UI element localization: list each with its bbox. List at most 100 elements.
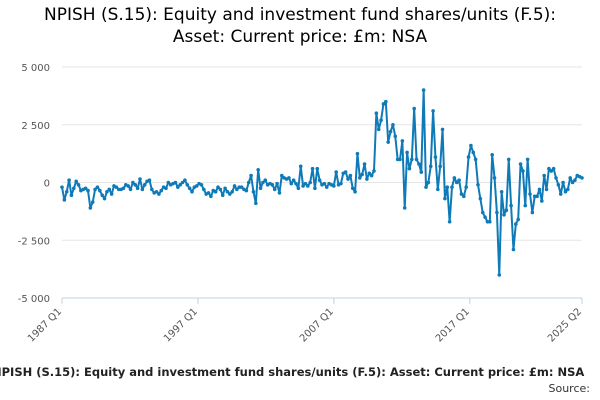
data-point: [306, 184, 310, 188]
data-point: [93, 187, 97, 192]
data-point: [176, 185, 180, 189]
data-point: [391, 122, 395, 127]
data-point: [69, 193, 74, 198]
data-point: [235, 187, 239, 192]
data-point: [561, 180, 565, 185]
data-point: [88, 206, 93, 210]
data-point: [348, 173, 353, 178]
data-point: [187, 186, 192, 191]
data-point: [558, 192, 563, 196]
data-point: [194, 184, 199, 188]
data-point: [454, 180, 459, 185]
data-point: [478, 196, 483, 201]
data-point: [563, 189, 568, 194]
data-point: [530, 210, 535, 215]
data-point: [405, 150, 409, 155]
data-point: [102, 196, 107, 201]
data-point: [511, 247, 516, 252]
data-point: [473, 157, 478, 162]
data-point: [62, 198, 67, 202]
data-point: [480, 210, 485, 215]
data-point: [580, 176, 584, 180]
data-point: [535, 194, 539, 199]
data-point: [277, 191, 282, 195]
data-point: [428, 164, 433, 169]
data-point: [568, 176, 572, 180]
data-point: [525, 157, 530, 162]
data-point: [223, 186, 227, 191]
data-point: [251, 189, 256, 194]
data-point: [263, 178, 268, 182]
data-point: [131, 180, 135, 185]
data-point: [339, 181, 343, 186]
data-point: [433, 155, 438, 159]
data-point: [523, 203, 528, 208]
data-point: [261, 180, 265, 185]
chart-title-line-1: NPISH (S.15): Equity and investment fund…: [43, 5, 557, 25]
data-point: [275, 181, 279, 186]
data-point: [369, 173, 374, 178]
data-point: [457, 178, 461, 182]
data-point: [355, 151, 360, 156]
data-point: [419, 170, 424, 174]
data-point: [256, 167, 260, 172]
data-point: [270, 183, 275, 187]
data-point: [424, 185, 428, 189]
data-point: [372, 169, 376, 173]
data-point: [199, 183, 204, 187]
x-tick-label: 2007 Q1: [298, 306, 336, 344]
data-point: [476, 183, 480, 187]
data-point: [254, 201, 258, 206]
data-point: [412, 106, 416, 111]
data-point: [417, 162, 421, 166]
data-point: [164, 186, 168, 191]
data-point: [343, 170, 348, 174]
data-point: [202, 187, 206, 192]
data-point: [488, 219, 492, 224]
data-point: [438, 164, 442, 169]
data-point: [360, 172, 364, 177]
chart-title: NPISH (S.15): Equity and investment fund…: [0, 4, 600, 48]
data-point: [414, 157, 419, 162]
data-point: [287, 176, 291, 180]
data-point: [135, 186, 140, 191]
data-point: [573, 178, 577, 182]
data-point: [384, 99, 388, 104]
data-point: [239, 185, 244, 189]
data-point: [244, 188, 249, 193]
y-tick-label: 5 000: [21, 63, 50, 74]
data-point: [450, 185, 454, 189]
data-point: [464, 185, 468, 189]
data-point: [183, 178, 187, 182]
data-point: [72, 186, 76, 191]
data-point: [230, 189, 234, 194]
x-tick-label: 1997 Q1: [162, 306, 200, 344]
x-tick-label: 2017 Q1: [434, 306, 472, 344]
data-point: [150, 187, 154, 192]
data-point: [147, 178, 152, 182]
data-point: [140, 187, 145, 192]
data-point: [246, 180, 251, 185]
data-point: [190, 189, 194, 194]
data-point: [547, 166, 551, 171]
data-point: [228, 192, 232, 196]
data-point: [551, 166, 556, 171]
data-point: [374, 111, 379, 115]
data-point: [303, 181, 308, 186]
y-tick-label: 2 500: [21, 121, 50, 132]
data-point: [362, 162, 367, 166]
data-point: [365, 177, 369, 181]
x-tick-label: 2025 Q2: [546, 306, 584, 344]
x-tick-label: 1987 Q1: [26, 306, 64, 344]
data-point: [367, 171, 372, 176]
data-point: [173, 180, 178, 185]
data-point: [105, 189, 109, 194]
data-point: [157, 192, 161, 196]
data-point: [462, 194, 466, 199]
data-point: [436, 187, 440, 192]
data-point: [86, 188, 90, 193]
data-point: [296, 186, 301, 191]
data-point: [126, 184, 130, 188]
data-point: [504, 208, 509, 213]
data-point: [346, 177, 350, 181]
